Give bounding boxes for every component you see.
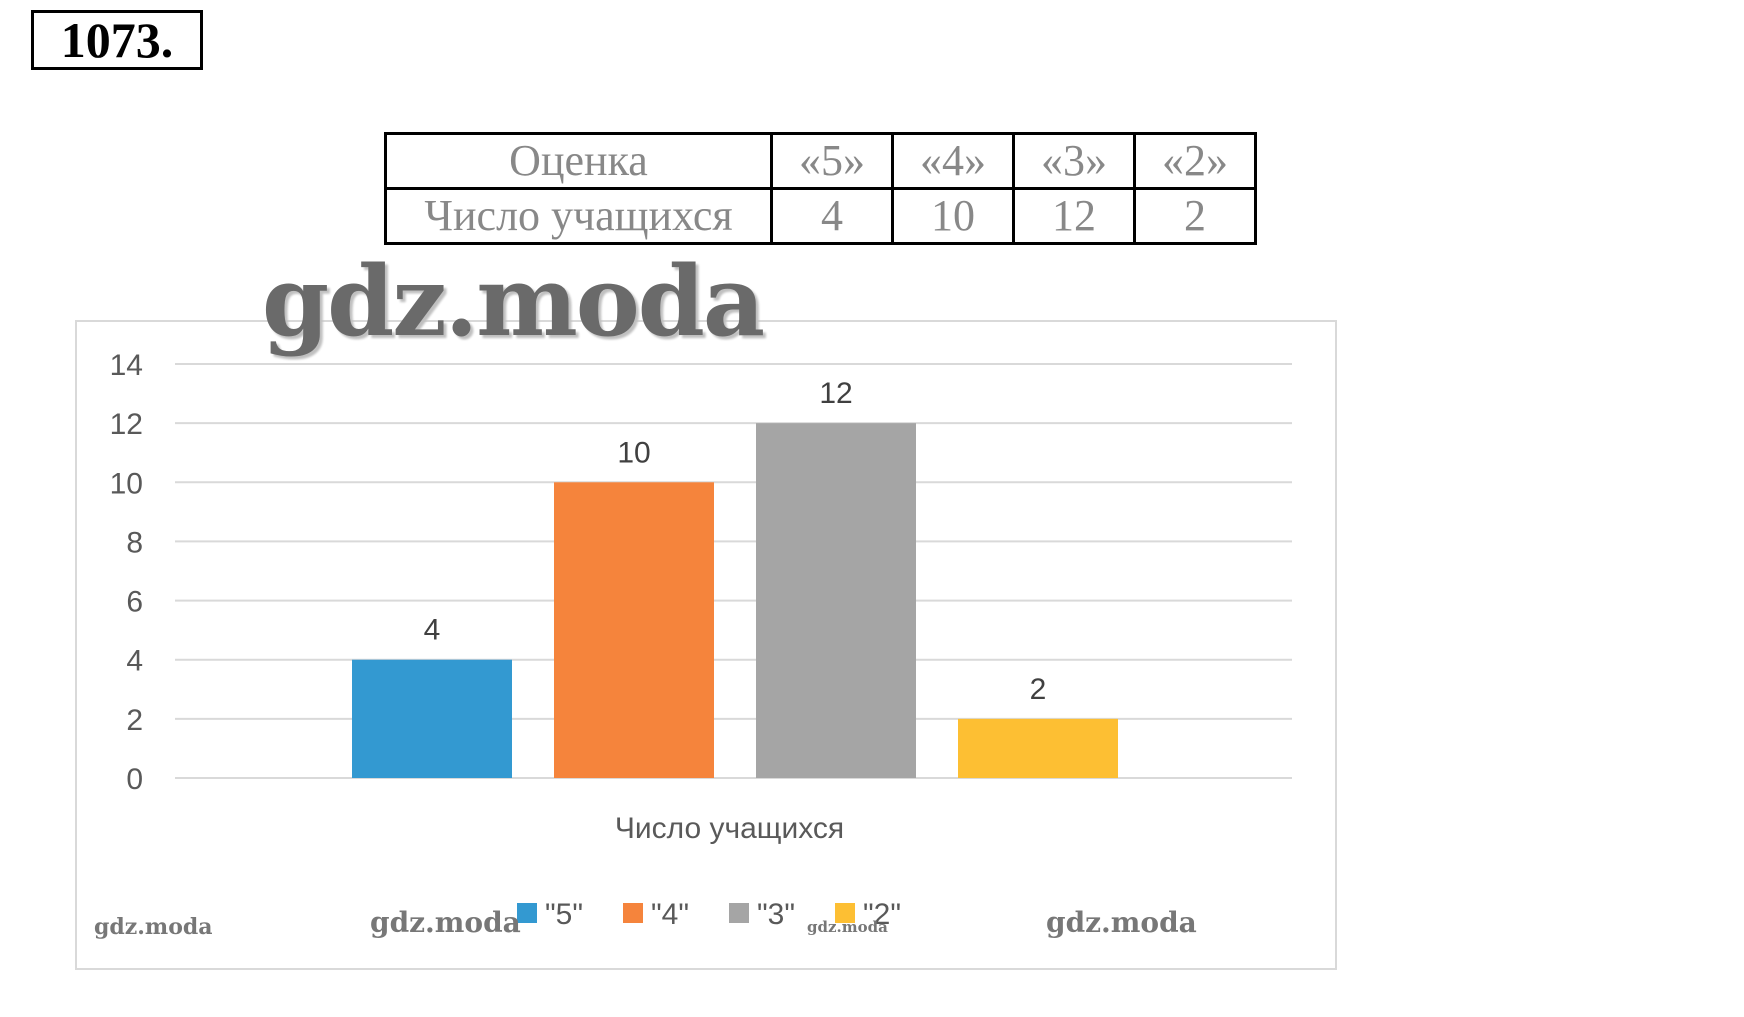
watermark-right: gdz.moda (1046, 906, 1197, 939)
table-cell-grade-4: «4» (891, 132, 1015, 190)
table-cell-count-3: 12 (1012, 187, 1136, 245)
watermark-legend-left: gdz.moda (370, 906, 521, 939)
table-cell-count-5: 4 (770, 187, 894, 245)
legend-swatch (517, 903, 537, 923)
data-label: 4 (424, 614, 441, 647)
bar (958, 718, 1118, 778)
bar (352, 659, 512, 778)
legend-label: "4" (651, 898, 689, 931)
watermark-legend-mid: gdz.moda (807, 918, 888, 936)
legend-swatch (729, 903, 749, 923)
bar (756, 423, 916, 778)
table-header-grade: Оценка (384, 132, 773, 190)
data-label: 12 (819, 377, 852, 410)
legend-label: "5" (545, 898, 583, 931)
y-tick-label: 10 (110, 467, 143, 500)
bar (554, 482, 714, 778)
bar-chart: 0 2 4 6 8 10 12 14 4 10 12 2 Число учащихся "5" "4" "3"… (110, 349, 1292, 931)
grades-table: Оценка «5» «4» «3» «2» Число учащихся 4 … (384, 132, 1257, 245)
table-row-counts: Число учащихся 4 10 12 2 (384, 187, 1257, 245)
y-tick-label: 8 (126, 526, 143, 559)
chart-frame: 0 2 4 6 8 10 12 14 4 10 12 2 Число учащихся "5" "4" "3"… (75, 320, 1337, 970)
table-cell-count-4: 10 (891, 187, 1015, 245)
table-cell-grade-3: «3» (1012, 132, 1136, 190)
y-tick-label: 4 (126, 645, 143, 678)
data-label: 2 (1030, 673, 1047, 706)
table-cell-grade-2: «2» (1133, 132, 1257, 190)
y-tick-label: 12 (110, 408, 143, 441)
legend-swatch (623, 903, 643, 923)
problem-number: 1073. (31, 10, 203, 70)
watermark-main: gdz.moda (262, 245, 765, 358)
table-cell-grade-5: «5» (770, 132, 894, 190)
table-cell-count-2: 2 (1133, 187, 1257, 245)
table-header-count: Число учащихся (384, 187, 773, 245)
watermark-left: gdz.moda (94, 914, 213, 940)
legend-label: "3" (757, 898, 795, 931)
x-axis-label: Число учащихся (615, 812, 844, 845)
legend-label: "2" (863, 898, 901, 931)
y-tick-label: 14 (110, 349, 143, 382)
y-tick-label: 0 (126, 763, 143, 796)
y-tick-label: 6 (126, 586, 143, 619)
data-label: 10 (617, 436, 650, 469)
table-row-grades: Оценка «5» «4» «3» «2» (384, 132, 1257, 190)
legend-swatch (835, 903, 855, 923)
y-tick-label: 2 (126, 704, 143, 737)
